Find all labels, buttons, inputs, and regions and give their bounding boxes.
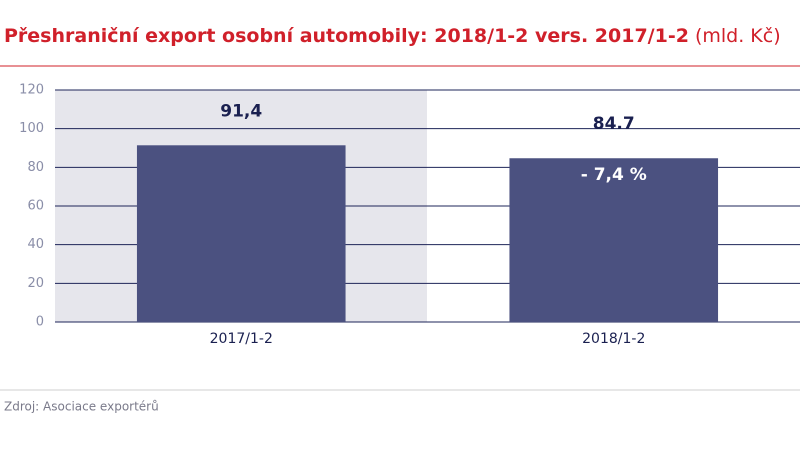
y-tick-label: 20 (27, 276, 44, 291)
value-label: 84.7 (593, 114, 635, 134)
y-tick-label: 120 (19, 83, 44, 98)
plot: 0 20 40 60 80 100 120 91,4 2017/1-2 84.7 2018/1-2 -… (19, 83, 800, 347)
chart-title: Přeshraniční export osobní automobily: 2… (4, 25, 781, 47)
annotation: - 7,4 % (581, 165, 647, 185)
y-tick-label: 60 (27, 199, 44, 214)
value-label: 91,4 (220, 101, 262, 121)
title-main: Přeshraniční export osobní automobily: 2… (4, 25, 689, 47)
x-tick-label: 2017/1-2 (210, 331, 273, 347)
y-tick-label: 80 (27, 160, 44, 175)
x-tick-label: 2018/1-2 (582, 331, 645, 347)
y-tick-label: 40 (27, 237, 44, 252)
y-tick-label: 100 (19, 121, 44, 136)
title-unit: (mld. Kč) (695, 25, 781, 47)
y-tick-label: 0 (36, 315, 44, 330)
source: Zdroj: Asociace exportérů (4, 400, 159, 414)
bar (509, 158, 719, 322)
bar (136, 145, 346, 322)
